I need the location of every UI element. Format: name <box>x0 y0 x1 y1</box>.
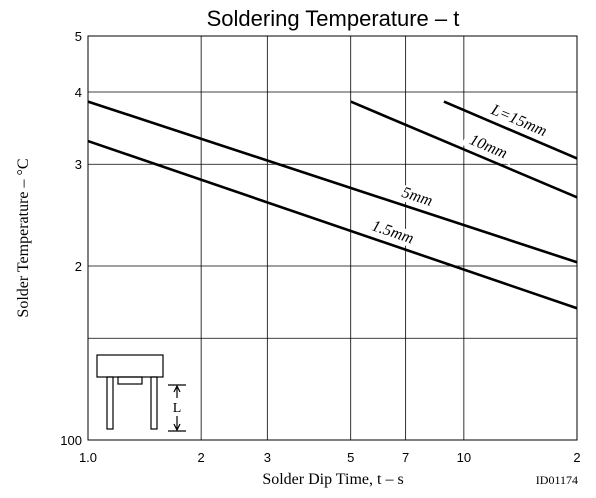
y-tick-label: 3 <box>75 157 82 172</box>
y-tick-label: 100 <box>60 433 82 448</box>
y-tick-label: 2 <box>75 259 82 274</box>
inset-label: L <box>173 401 182 416</box>
plot-frame <box>87 35 578 441</box>
x-tick-label: 5 <box>347 450 354 465</box>
series-line <box>87 139 578 310</box>
label-bg <box>492 103 547 139</box>
y-tick-label: 5 <box>75 29 82 44</box>
x-axis-label: Solder Dip Time, t – s <box>262 471 403 488</box>
y-axis-label: Solder Temperature – °C <box>15 158 32 317</box>
x-tick-label: 1.0 <box>79 450 97 465</box>
x-tick-label: 7 <box>402 450 409 465</box>
figure-code: ID01174 <box>536 473 578 487</box>
x-tick-label: 2 <box>573 450 580 465</box>
x-tick-label: 2 <box>198 450 205 465</box>
series-line <box>443 100 578 160</box>
chart-title: Soldering Temperature – t <box>207 6 460 31</box>
series-label: 1.5mm <box>369 217 415 247</box>
series-line <box>350 100 578 199</box>
x-tick-label: 3 <box>264 450 271 465</box>
label-bg <box>461 129 516 165</box>
label-bg <box>365 217 421 250</box>
y-tick-label: 4 <box>75 85 82 100</box>
inset <box>96 354 186 432</box>
series-label: 10mm <box>467 131 510 162</box>
label-bg <box>390 181 445 214</box>
series-line <box>87 100 578 264</box>
x-tick-label: 10 <box>457 450 471 465</box>
